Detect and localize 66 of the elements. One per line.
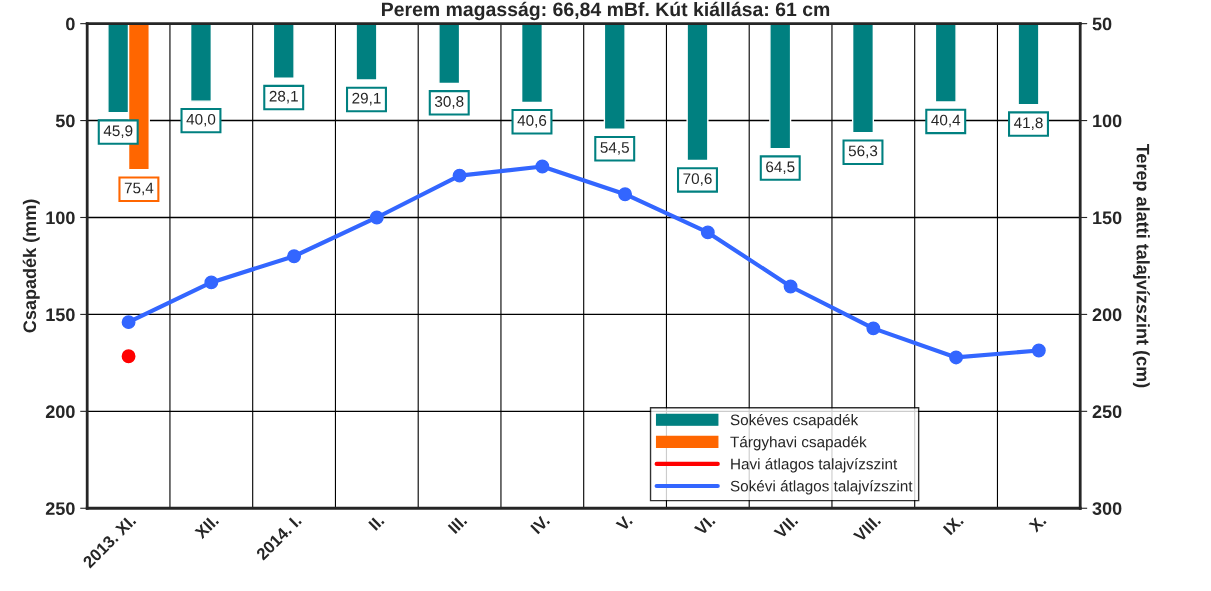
data-label: 54,5 <box>600 142 629 155</box>
y-tick-label: 0 <box>66 17 75 31</box>
data-label: 29,1 <box>352 92 381 106</box>
point <box>949 350 964 365</box>
bar <box>851 23 875 134</box>
data-label: 45,9 <box>103 125 133 138</box>
y-tick-label: 250 <box>45 502 75 515</box>
point <box>121 349 136 364</box>
data-label: 30,8 <box>434 96 464 109</box>
point <box>535 159 550 174</box>
data-label: 70,6 <box>683 173 712 186</box>
bar <box>189 23 213 102</box>
data-label: 40,4 <box>931 114 961 128</box>
y2-tick-label: 300 <box>1092 502 1122 516</box>
legend-label: Sokévi átlagos talajvízszint <box>730 480 913 495</box>
bar <box>438 23 461 85</box>
x-tick-label: IX. <box>942 514 964 536</box>
chart-title: Perem magasság: 66,84 mBf. Kút kiállása: 61 cm <box>382 1 830 21</box>
y-tick-label: 100 <box>46 211 75 225</box>
data-label: 40,0 <box>186 113 216 127</box>
point <box>783 279 798 294</box>
x-tick-label: VI. <box>693 514 716 536</box>
bar <box>769 23 792 150</box>
data-label: 64,5 <box>766 161 795 175</box>
y2-tick-label: 100 <box>1093 114 1122 128</box>
x-tick-label: III. <box>447 514 468 534</box>
y2-tick-label: 150 <box>1093 211 1122 225</box>
point <box>866 321 881 336</box>
legend-label: Tárgyhavi csapadék <box>730 435 867 451</box>
point <box>452 168 467 183</box>
bar <box>934 23 957 103</box>
point <box>204 275 219 290</box>
y2-tick-label: 250 <box>1092 405 1122 419</box>
bar <box>603 23 626 130</box>
y2-tick-label: 50 <box>1092 17 1112 31</box>
y-axis-title: Csapadék (mm) <box>22 199 40 333</box>
data-label: 28,1 <box>269 90 298 104</box>
point <box>369 210 384 225</box>
bar <box>520 23 544 104</box>
bar <box>355 23 378 81</box>
y-tick-label: 200 <box>45 405 75 419</box>
x-tick-label: X. <box>1028 514 1047 533</box>
y-tick-label: 50 <box>55 114 75 128</box>
point <box>1031 343 1046 358</box>
legend-label: Sokéves csapadék <box>730 413 859 429</box>
bar <box>1017 23 1040 106</box>
data-label: 75,4 <box>124 182 154 196</box>
x-tick-label: II. <box>368 514 385 531</box>
point <box>287 249 302 264</box>
legend-label: Havi átlagos talajvízszint <box>731 458 898 473</box>
y-tick-label: 150 <box>46 308 75 322</box>
bar <box>272 23 295 79</box>
x-tick-label: XII. <box>194 514 220 540</box>
bar <box>686 23 709 162</box>
y2-tick-label: 200 <box>1092 308 1122 322</box>
y2-axis-title: Terep alatti talajvízszint (cm) <box>1132 143 1150 388</box>
x-tick-label: IV. <box>530 514 551 535</box>
x-tick-label: VIII. <box>852 514 882 543</box>
point <box>121 315 136 330</box>
data-label: 40,6 <box>517 115 547 128</box>
data-label: 41,8 <box>1013 117 1043 131</box>
x-tick-label: V. <box>615 514 633 532</box>
data-label: 56,3 <box>848 145 878 159</box>
point <box>618 187 633 202</box>
point <box>700 225 715 240</box>
x-tick-label: VII. <box>773 514 799 540</box>
